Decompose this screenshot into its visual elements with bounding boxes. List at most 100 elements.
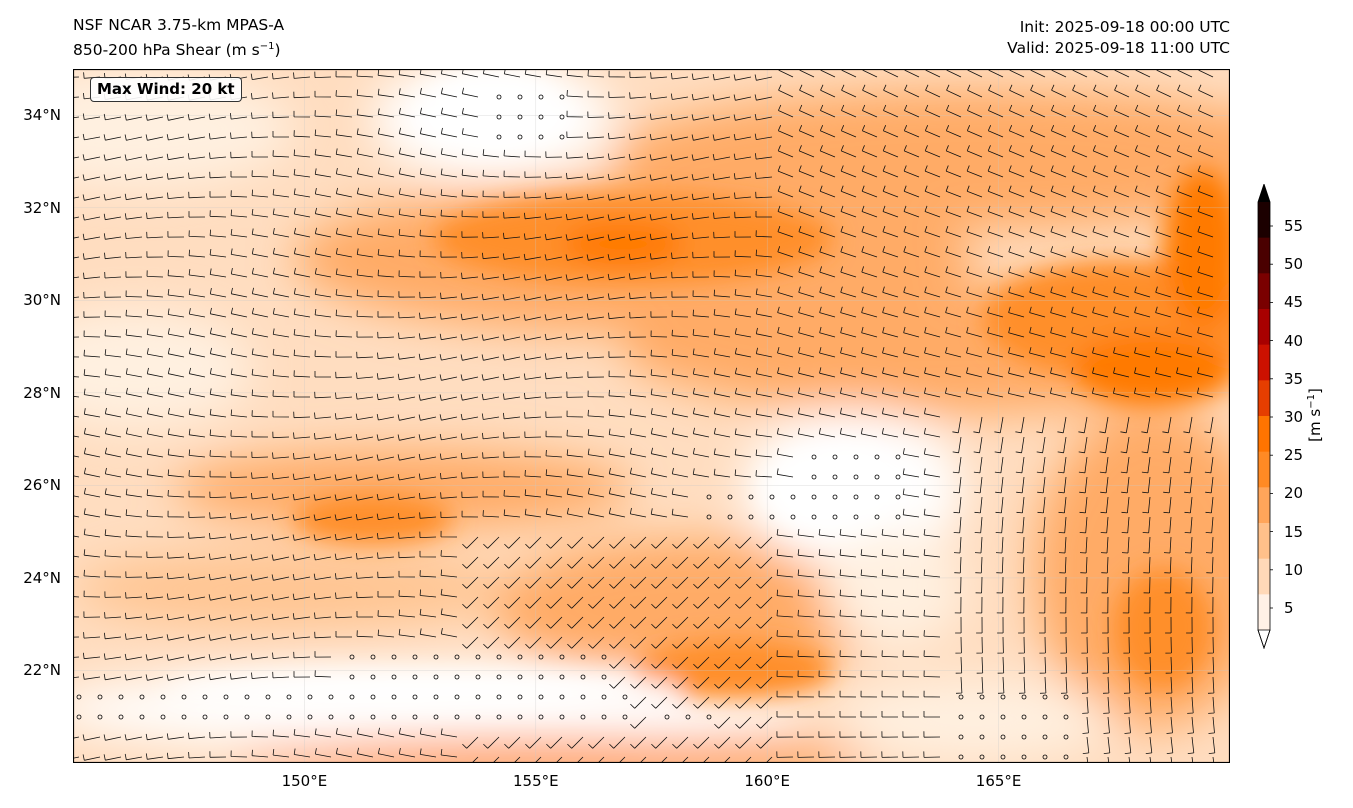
- calm-circle: [811, 474, 817, 480]
- calm-circle: [412, 694, 418, 700]
- calm-circle: [1000, 734, 1006, 740]
- colorbar-tick-label: 40: [1284, 331, 1304, 350]
- calm-circle: [832, 514, 838, 520]
- calm-circle: [811, 454, 817, 460]
- calm-circle: [118, 714, 124, 720]
- calm-circle: [496, 714, 502, 720]
- colorbar-tick-label: 50: [1284, 255, 1304, 274]
- calm-circle: [517, 134, 523, 140]
- colorbar-segment: [1258, 594, 1270, 631]
- calm-circle: [433, 694, 439, 700]
- lon-label: 160°E: [744, 772, 790, 790]
- colorbar-max-extend: [1258, 184, 1270, 202]
- calm-circle: [202, 714, 208, 720]
- colorbar-tick-label: 30: [1284, 408, 1304, 426]
- calm-circle: [1042, 754, 1048, 760]
- map-plot-area: [73, 69, 1230, 763]
- wind-barbs: [73, 69, 1216, 763]
- calm-circle: [748, 514, 754, 520]
- calm-circle: [1042, 694, 1048, 700]
- calm-circle: [454, 694, 460, 700]
- calm-circle: [580, 694, 586, 700]
- calm-circle: [97, 694, 103, 700]
- calm-circle: [349, 714, 355, 720]
- calm-circle: [1021, 694, 1027, 700]
- calm-circle: [139, 714, 145, 720]
- calm-circle: [475, 694, 481, 700]
- colorbar-tick-label: 35: [1284, 369, 1304, 388]
- calm-circle: [76, 694, 82, 700]
- colorbar-segment: [1258, 451, 1270, 488]
- calm-circle: [895, 514, 901, 520]
- calm-circle: [1021, 714, 1027, 720]
- calm-circle: [832, 494, 838, 500]
- calm-circle: [265, 714, 271, 720]
- calm-circle: [1063, 694, 1069, 700]
- calm-circle: [727, 494, 733, 500]
- calm-circle: [601, 654, 607, 660]
- colorbar-segment: [1258, 487, 1270, 524]
- calm-circle: [895, 494, 901, 500]
- calm-circle: [601, 714, 607, 720]
- shear-map: [73, 69, 1230, 763]
- calm-circle: [433, 714, 439, 720]
- lat-label: 32°N: [23, 198, 61, 217]
- valid-time: Valid: 2025-09-18 11:00 UTC: [1007, 39, 1230, 57]
- calm-circle: [580, 654, 586, 660]
- calm-circle: [559, 114, 565, 120]
- calm-circle: [1042, 734, 1048, 740]
- colorbar-segment: [1258, 309, 1270, 346]
- calm-circle: [1042, 714, 1048, 720]
- colorbar-segment: [1258, 202, 1270, 239]
- calm-circle: [370, 654, 376, 660]
- model-name: NSF NCAR 3.75-km MPAS-A: [73, 16, 285, 34]
- calm-circle: [979, 754, 985, 760]
- calm-circle: [160, 714, 166, 720]
- calm-circle: [349, 674, 355, 680]
- calm-circle: [370, 714, 376, 720]
- calm-circle: [517, 114, 523, 120]
- calm-circle: [223, 714, 229, 720]
- calm-circle: [895, 454, 901, 460]
- calm-circle: [832, 454, 838, 460]
- calm-circle: [832, 474, 838, 480]
- calm-circle: [559, 134, 565, 140]
- calm-circle: [370, 694, 376, 700]
- colorbar-segment: [1258, 380, 1270, 417]
- calm-circle: [979, 694, 985, 700]
- calm-circle: [580, 714, 586, 720]
- calm-circle: [349, 694, 355, 700]
- calm-circle: [853, 494, 859, 500]
- calm-circle: [958, 754, 964, 760]
- calm-circle: [1000, 754, 1006, 760]
- calm-circle: [853, 454, 859, 460]
- calm-circle: [874, 454, 880, 460]
- init-time: Init: 2025-09-18 00:00 UTC: [1019, 18, 1230, 36]
- calm-circle: [517, 654, 523, 660]
- lat-label: 22°N: [23, 661, 61, 680]
- calm-circle: [118, 694, 124, 700]
- calm-circle: [286, 714, 292, 720]
- calm-circle: [727, 514, 733, 520]
- map-title: NSF NCAR 3.75-km MPAS-A 850-200 hPa Shea…: [73, 13, 284, 63]
- calm-circle: [1000, 694, 1006, 700]
- calm-circle: [307, 714, 313, 720]
- calm-circle: [517, 674, 523, 680]
- colorbar-segment: [1258, 273, 1270, 310]
- time-info: Init: 2025-09-18 00:00 UTC Valid: 2025-0…: [1007, 17, 1230, 59]
- calm-circle: [181, 714, 187, 720]
- calm-circle: [496, 134, 502, 140]
- calm-circle: [139, 694, 145, 700]
- colorbar-segment: [1258, 558, 1270, 595]
- calm-circle: [328, 714, 334, 720]
- colorbar-segment: [1258, 237, 1270, 274]
- calm-circle: [496, 94, 502, 100]
- calm-circle: [1021, 754, 1027, 760]
- calm-circle: [244, 694, 250, 700]
- calm-circle: [517, 94, 523, 100]
- calm-circle: [496, 114, 502, 120]
- calm-circle: [1021, 734, 1027, 740]
- lon-label: 155°E: [512, 772, 559, 790]
- calm-circle: [706, 514, 712, 520]
- lat-label: 30°N: [23, 291, 61, 310]
